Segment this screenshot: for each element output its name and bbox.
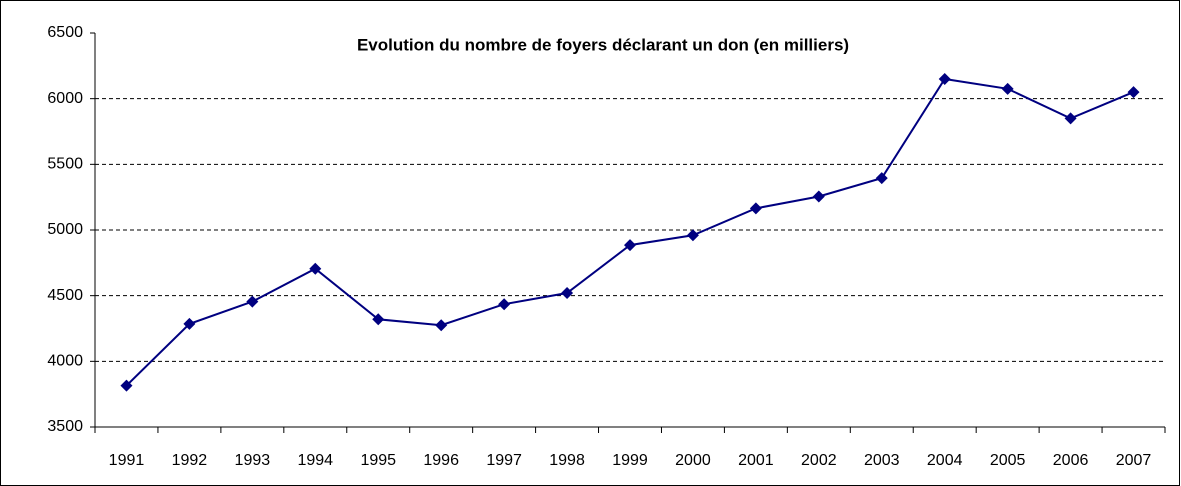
- x-tick-label: 1992: [172, 452, 208, 469]
- data-marker: [749, 202, 762, 215]
- x-tick-label: 1994: [297, 452, 333, 469]
- chart-title: Evolution du nombre de foyers déclarant …: [357, 35, 849, 54]
- x-tick-label: 2004: [927, 452, 963, 469]
- data-marker: [246, 295, 259, 308]
- x-tick-label: 1997: [486, 452, 522, 469]
- data-marker: [120, 379, 133, 392]
- data-marker: [435, 319, 448, 332]
- x-tick-label: 2007: [1116, 452, 1152, 469]
- x-tick-label: 1996: [423, 452, 459, 469]
- data-marker: [624, 239, 636, 252]
- y-tick-label: 5000: [47, 221, 83, 238]
- data-marker: [498, 298, 511, 311]
- y-tick-label: 5500: [47, 156, 83, 173]
- data-marker: [561, 287, 574, 300]
- data-marker: [875, 172, 888, 185]
- y-tick-label: 6000: [47, 90, 83, 107]
- y-tick-label: 3500: [47, 418, 83, 435]
- data-marker: [938, 72, 951, 85]
- x-tick-label: 2002: [801, 452, 837, 469]
- x-tick-label: 1995: [360, 452, 396, 469]
- data-marker: [183, 317, 196, 330]
- x-tick-label: 2000: [675, 452, 711, 469]
- x-tick-label: 2005: [990, 452, 1026, 469]
- y-tick-label: 4000: [47, 353, 83, 370]
- data-marker: [309, 262, 322, 275]
- x-tick-label: 2001: [738, 452, 774, 469]
- data-marker: [1127, 86, 1140, 99]
- data-marker: [686, 229, 699, 242]
- y-tick-label: 6500: [47, 24, 83, 41]
- x-tick-label: 1999: [612, 452, 648, 469]
- data-marker: [812, 190, 825, 203]
- x-tick-label: 1993: [235, 452, 271, 469]
- x-tick-label: 2003: [864, 452, 900, 469]
- data-marker: [1064, 112, 1077, 125]
- data-marker: [1001, 82, 1014, 95]
- y-tick-label: 4500: [47, 287, 83, 304]
- x-tick-label: 1998: [549, 452, 585, 469]
- x-tick-label: 1991: [109, 452, 145, 469]
- data-marker: [372, 313, 385, 326]
- x-tick-label: 2006: [1053, 452, 1089, 469]
